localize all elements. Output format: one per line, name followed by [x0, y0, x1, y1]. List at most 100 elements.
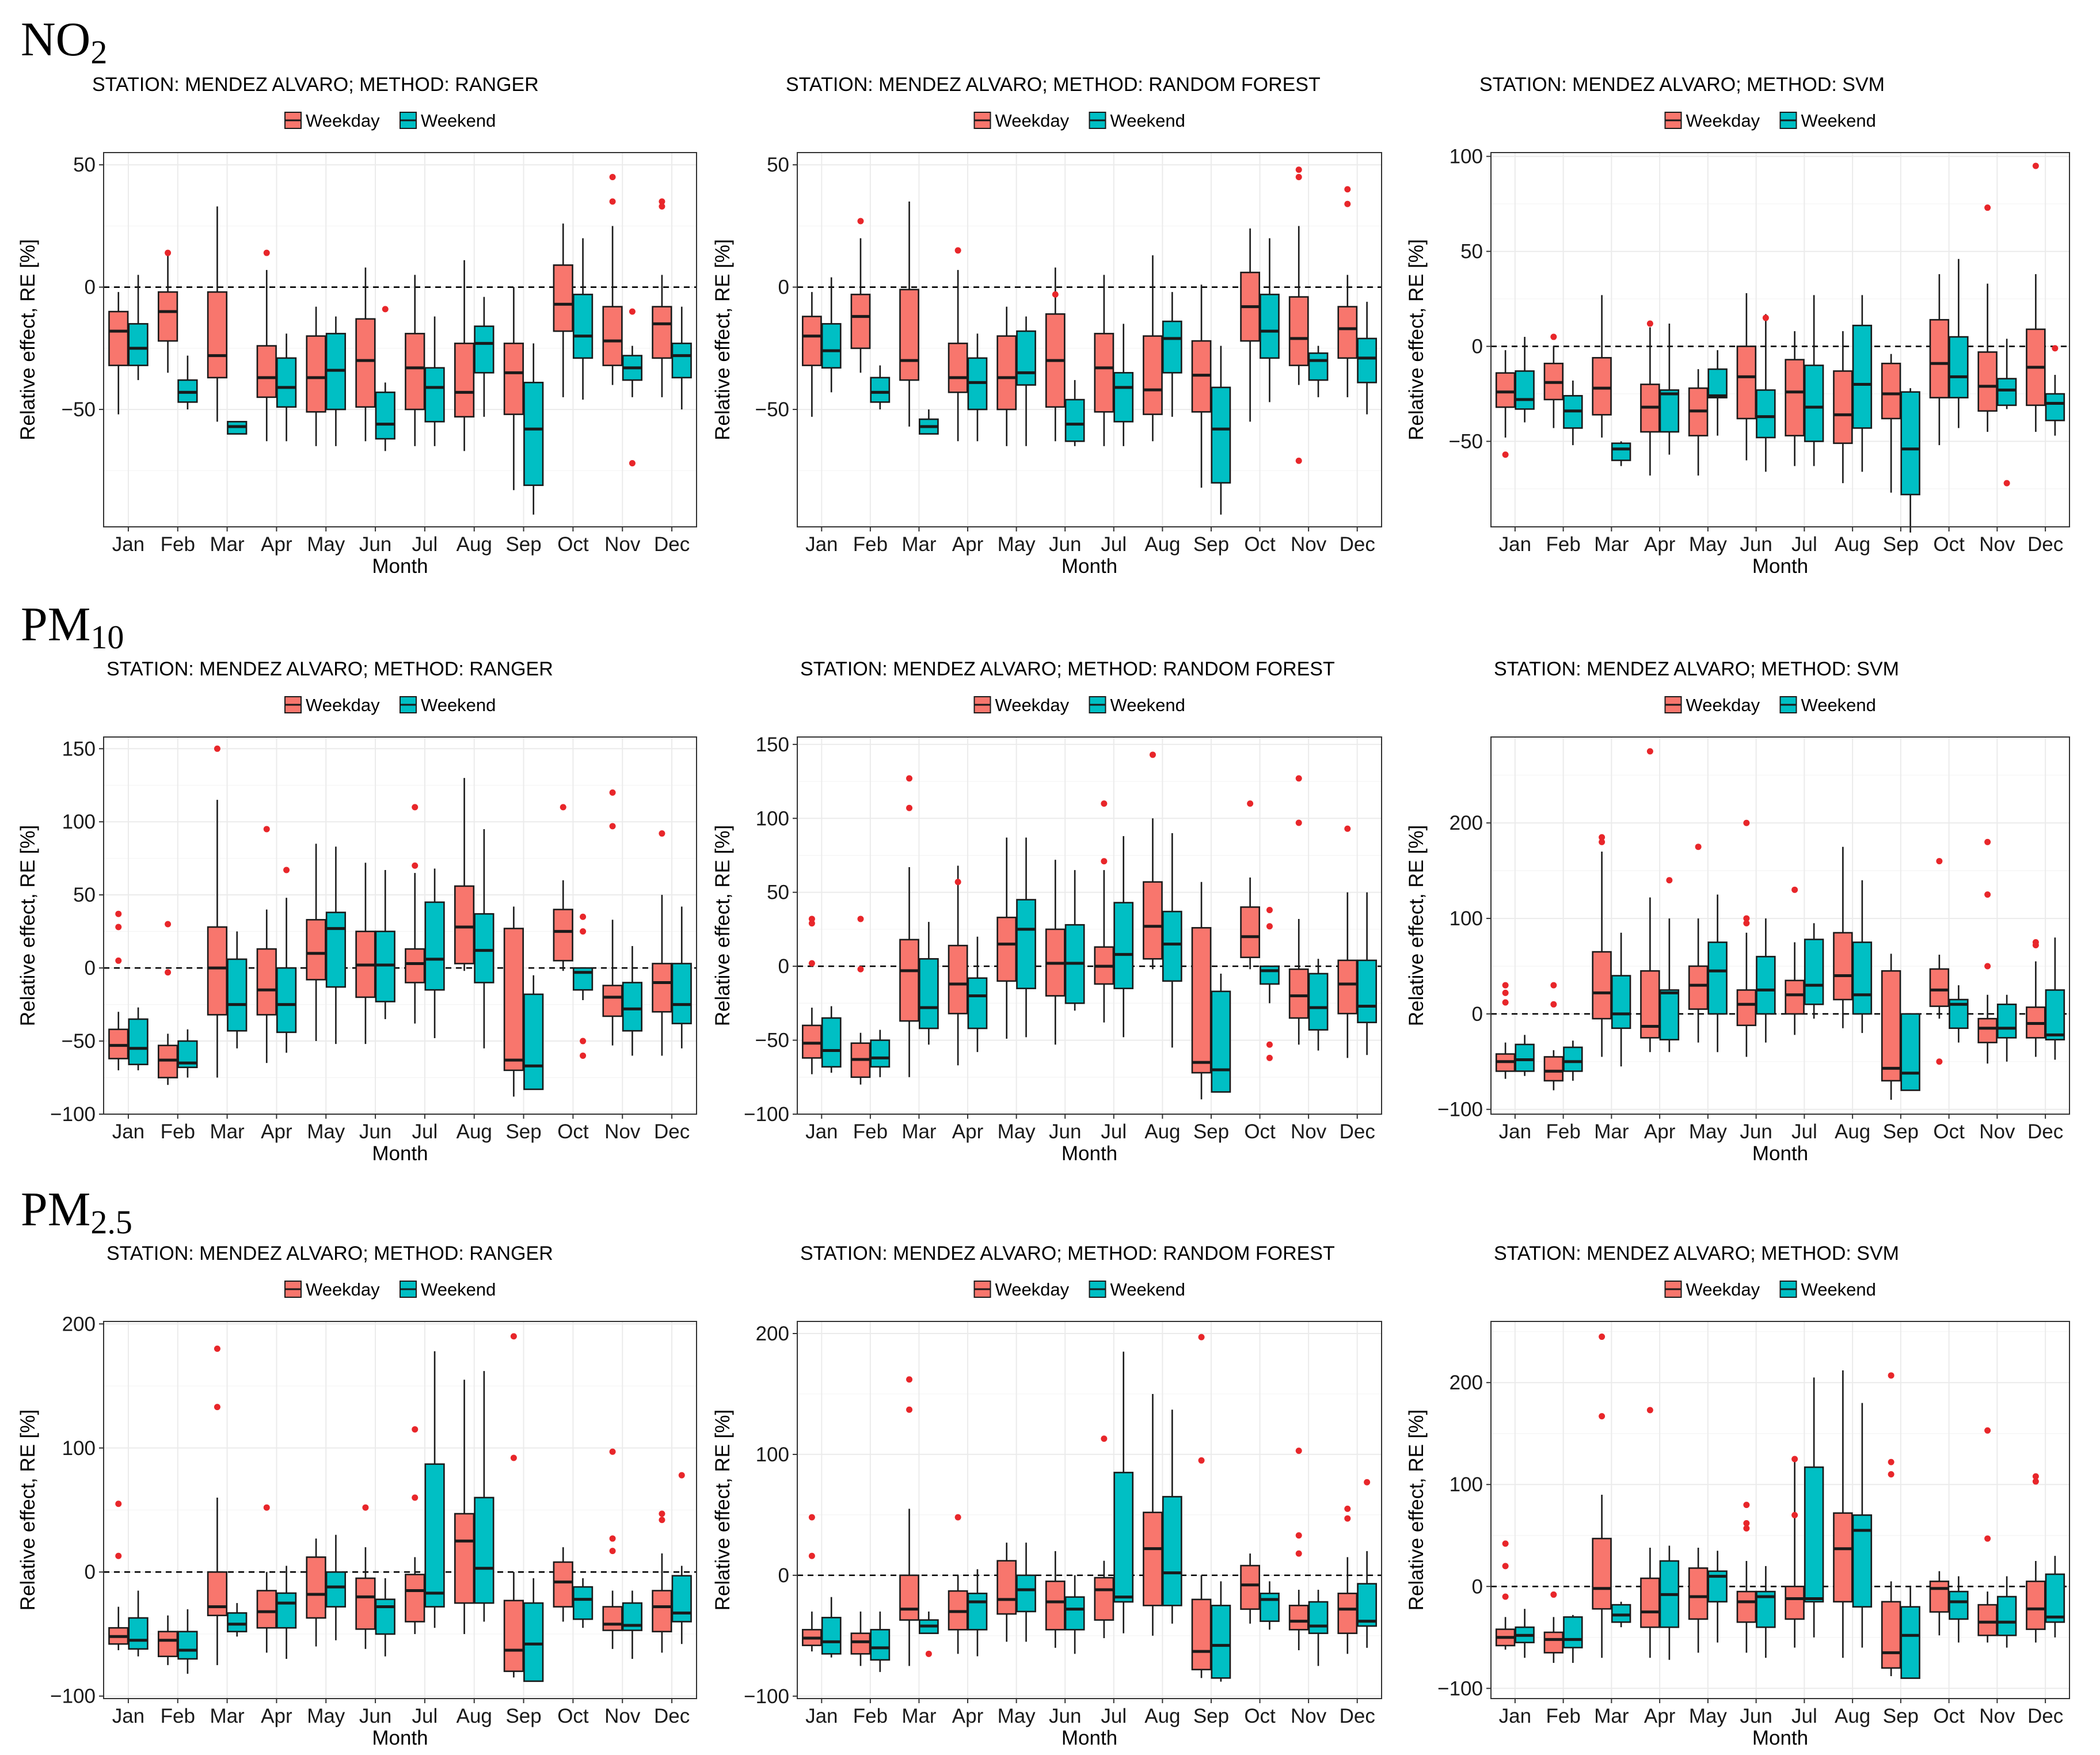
box-weekend: [1804, 1466, 1824, 1603]
y-tick-label: −100: [1437, 1677, 1483, 1700]
box-weekday: [602, 306, 623, 366]
box-weekend: [671, 343, 692, 379]
x-tick-label: Jul: [1791, 1705, 1817, 1727]
box-weekday: [1881, 970, 1901, 1082]
outlier-point: [560, 804, 566, 811]
box-weekend: [1900, 1013, 1920, 1091]
box-weekend: [2045, 393, 2065, 421]
y-axis-title: Relative effect, RE [%]: [17, 239, 39, 440]
outlier-point: [1599, 838, 1606, 845]
box-weekday: [1143, 335, 1163, 415]
x-tick-label: Jul: [1791, 533, 1817, 556]
outlier-point: [808, 1514, 815, 1521]
box-weekend: [1659, 989, 1680, 1040]
x-axis-title: Month: [1062, 555, 1117, 578]
panel-title: STATION: MENDEZ ALVARO; METHOD: RANDOM F…: [800, 1243, 1335, 1264]
x-tick-label: Oct: [1933, 1705, 1965, 1727]
box-weekend: [177, 1631, 198, 1660]
outlier-point: [1743, 920, 1750, 926]
y-tick-label: −50: [62, 1030, 96, 1053]
box-weekday: [1833, 370, 1853, 445]
box-weekday: [652, 963, 672, 1013]
legend: Weekday Weekend: [1664, 695, 1876, 715]
x-tick-label: Nov: [1291, 533, 1327, 556]
legend-label-weekend: Weekend: [1801, 1279, 1876, 1300]
x-tick-label: Dec: [1340, 1705, 1375, 1727]
box-weekday: [1881, 362, 1901, 420]
box-weekday: [1288, 1605, 1309, 1631]
outlier-point: [1743, 1525, 1750, 1532]
x-tick-label: Jul: [1101, 533, 1127, 556]
box-weekend: [1260, 294, 1280, 359]
legend: Weekday Weekend: [284, 1279, 496, 1300]
x-tick-label: May: [1689, 1120, 1728, 1143]
y-tick-label: 50: [767, 154, 789, 176]
outlier-point: [857, 966, 864, 973]
outlier-point: [1502, 982, 1509, 989]
x-tick-label: Apr: [952, 1705, 984, 1727]
outlier-point: [1743, 1502, 1750, 1509]
box-weekend: [1162, 320, 1182, 374]
outlier-point: [629, 308, 636, 315]
outlier-point: [954, 879, 961, 886]
y-tick-label: −50: [755, 398, 789, 421]
outlier-point: [1791, 886, 1798, 893]
x-tick-label: Oct: [557, 1120, 589, 1143]
box-weekday: [454, 343, 475, 418]
x-tick-label: Mar: [1594, 1120, 1629, 1143]
box-weekday: [996, 917, 1017, 982]
box-weekday: [1736, 345, 1757, 420]
chart-panel: STATION: MENDEZ ALVARO; METHOD: RANGER We…: [17, 1243, 697, 1749]
outlier-point: [609, 1548, 616, 1555]
outlier-point: [1888, 1372, 1894, 1379]
x-tick-label: Apr: [261, 1705, 292, 1727]
box-weekday: [1640, 1577, 1660, 1628]
outlier-point: [609, 1448, 616, 1455]
y-axis-title: Relative effect, RE [%]: [712, 239, 734, 440]
x-tick-label: Apr: [1644, 1705, 1676, 1727]
outlier-point: [906, 1406, 913, 1413]
outlier-point: [2032, 941, 2039, 948]
box-weekend: [1260, 1593, 1280, 1622]
box-weekday: [157, 1631, 178, 1658]
x-tick-label: Mar: [901, 1120, 937, 1143]
outlier-point: [510, 1333, 517, 1340]
x-tick-label: Jan: [1499, 1120, 1531, 1143]
x-tick-label: Aug: [456, 533, 492, 556]
y-tick-label: 200: [756, 1323, 789, 1345]
outlier-point: [1695, 844, 1702, 850]
legend: Weekday Weekend: [284, 695, 496, 715]
y-tick-label: −50: [1449, 431, 1483, 453]
x-tick-label: Oct: [557, 1705, 589, 1727]
x-tick-label: May: [307, 1705, 345, 1727]
outlier-point: [659, 198, 665, 205]
outlier-point: [2032, 162, 2039, 169]
outlier-point: [115, 957, 122, 964]
box-weekday: [256, 948, 277, 1016]
box-weekend: [276, 357, 297, 408]
box-weekend: [1949, 336, 1969, 398]
outlier-point: [1295, 1550, 1302, 1557]
outlier-point: [808, 960, 815, 967]
outlier-point: [1266, 923, 1273, 930]
box-weekday: [1143, 881, 1163, 960]
box-weekend: [375, 930, 395, 1002]
x-axis-title: Month: [1752, 555, 1808, 578]
outlier-point: [214, 1404, 220, 1411]
box-weekend: [1852, 941, 1873, 1015]
box-weekend: [1611, 975, 1631, 1030]
box-weekday: [157, 291, 178, 342]
x-tick-label: Jun: [1740, 1120, 1772, 1143]
y-tick-label: −100: [50, 1685, 96, 1708]
outlier-point: [659, 830, 665, 837]
legend-label-weekend: Weekend: [421, 695, 496, 715]
box-weekend: [1357, 1583, 1377, 1627]
outlier-point: [263, 249, 270, 256]
x-tick-label: Oct: [1933, 1120, 1965, 1143]
outlier-point: [906, 775, 913, 782]
outlier-point: [1599, 1334, 1606, 1340]
outlier-point: [1502, 1563, 1509, 1570]
x-tick-label: Mar: [210, 1120, 245, 1143]
x-tick-label: Aug: [1835, 533, 1870, 556]
box-weekend: [2045, 1573, 2065, 1623]
